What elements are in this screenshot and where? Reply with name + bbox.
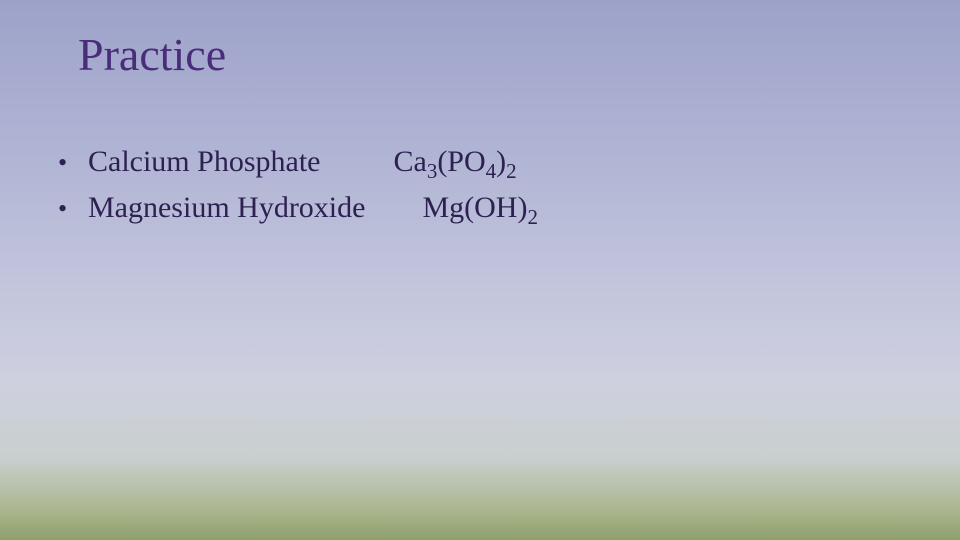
item-text: Magnesium Hydroxide Mg(OH)2	[88, 186, 538, 230]
compound-name: Magnesium Hydroxide	[88, 186, 365, 230]
list-item: • Magnesium Hydroxide Mg(OH)2	[58, 186, 538, 230]
item-text: Calcium Phosphate Ca3(PO4)2	[88, 140, 517, 184]
bullet-icon: •	[58, 190, 88, 228]
slide: Practice • Calcium Phosphate Ca3(PO4)2 •…	[0, 0, 960, 540]
list-item: • Calcium Phosphate Ca3(PO4)2	[58, 140, 538, 184]
compound-formula: Mg(OH)2	[422, 191, 538, 224]
compound-name: Calcium Phosphate	[88, 140, 320, 184]
slide-title: Practice	[78, 28, 226, 81]
slide-content: • Calcium Phosphate Ca3(PO4)2 • Magnesiu…	[58, 140, 538, 231]
compound-formula: Ca3(PO4)2	[393, 145, 516, 178]
bullet-icon: •	[58, 144, 88, 182]
